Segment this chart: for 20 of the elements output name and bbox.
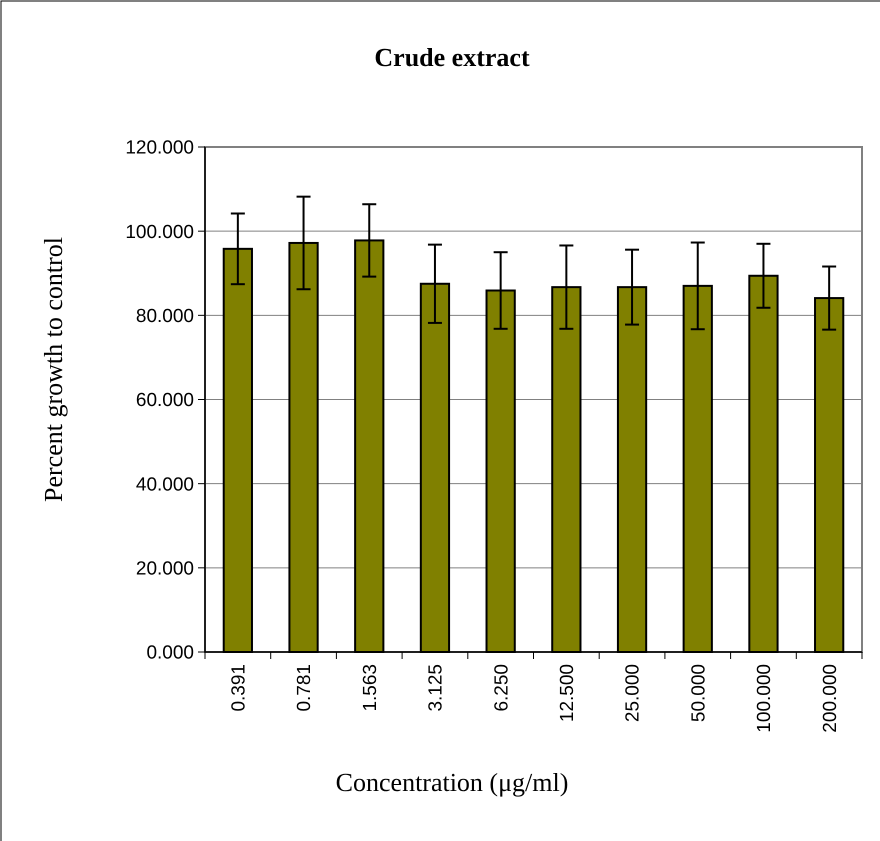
x-tick-label: 100.000 <box>754 664 776 733</box>
x-tick-label: 0.391 <box>228 664 250 712</box>
x-tick-label: 25.000 <box>622 664 644 722</box>
chart-title: Crude extract <box>374 43 530 72</box>
x-tick-label: 0.781 <box>294 664 316 712</box>
x-tick-label: 3.125 <box>426 664 447 712</box>
y-tick-label: 0.000 <box>146 642 194 664</box>
y-tick-label: 40.000 <box>136 474 194 496</box>
x-tick-label: 50.000 <box>688 664 710 722</box>
x-tick-label: 6.250 <box>491 664 512 712</box>
y-tick-label: 100.000 <box>125 222 194 243</box>
y-axis-title: Percent growth to control <box>39 237 68 502</box>
x-tick-label: 1.563 <box>360 664 381 712</box>
y-tick-label: 120.000 <box>125 138 194 159</box>
y-tick-label: 80.000 <box>136 306 194 327</box>
y-tick-label: 60.000 <box>136 390 194 412</box>
x-axis-title: Concentration (μg/ml) <box>336 768 568 797</box>
x-tick-label: 12.500 <box>557 664 578 722</box>
y-tick-label: 20.000 <box>136 558 194 580</box>
x-tick-label: 200.000 <box>820 664 841 733</box>
